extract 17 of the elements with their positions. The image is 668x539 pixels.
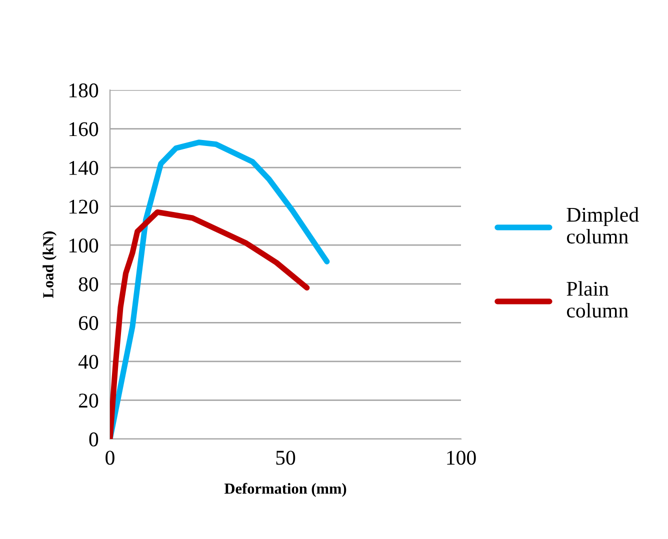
y-tick-label: 20 — [78, 394, 98, 408]
y-tick-label: 100 — [69, 238, 98, 253]
x-axis-title: Deformation (mm) — [224, 482, 346, 497]
y-tick-label: 80 — [78, 277, 98, 292]
x-tick-label: 100 — [447, 450, 476, 465]
y-tick-label: 60 — [78, 316, 98, 330]
x-tick-label: 50 — [276, 450, 296, 465]
y-tick-label: 160 — [69, 122, 98, 136]
y-tick-label: 140 — [69, 160, 98, 175]
y-tick-label: 0 — [89, 432, 98, 446]
y-tick-label: 180 — [69, 83, 98, 98]
legend-label: Dimpled column — [566, 207, 639, 244]
y-tick-label: 40 — [78, 354, 98, 369]
legend-label: Plain column — [566, 281, 628, 318]
x-tick-label: 0 — [106, 450, 114, 465]
y-tick-label: 120 — [69, 200, 98, 214]
y-axis-title: Load (kN) — [42, 231, 57, 298]
